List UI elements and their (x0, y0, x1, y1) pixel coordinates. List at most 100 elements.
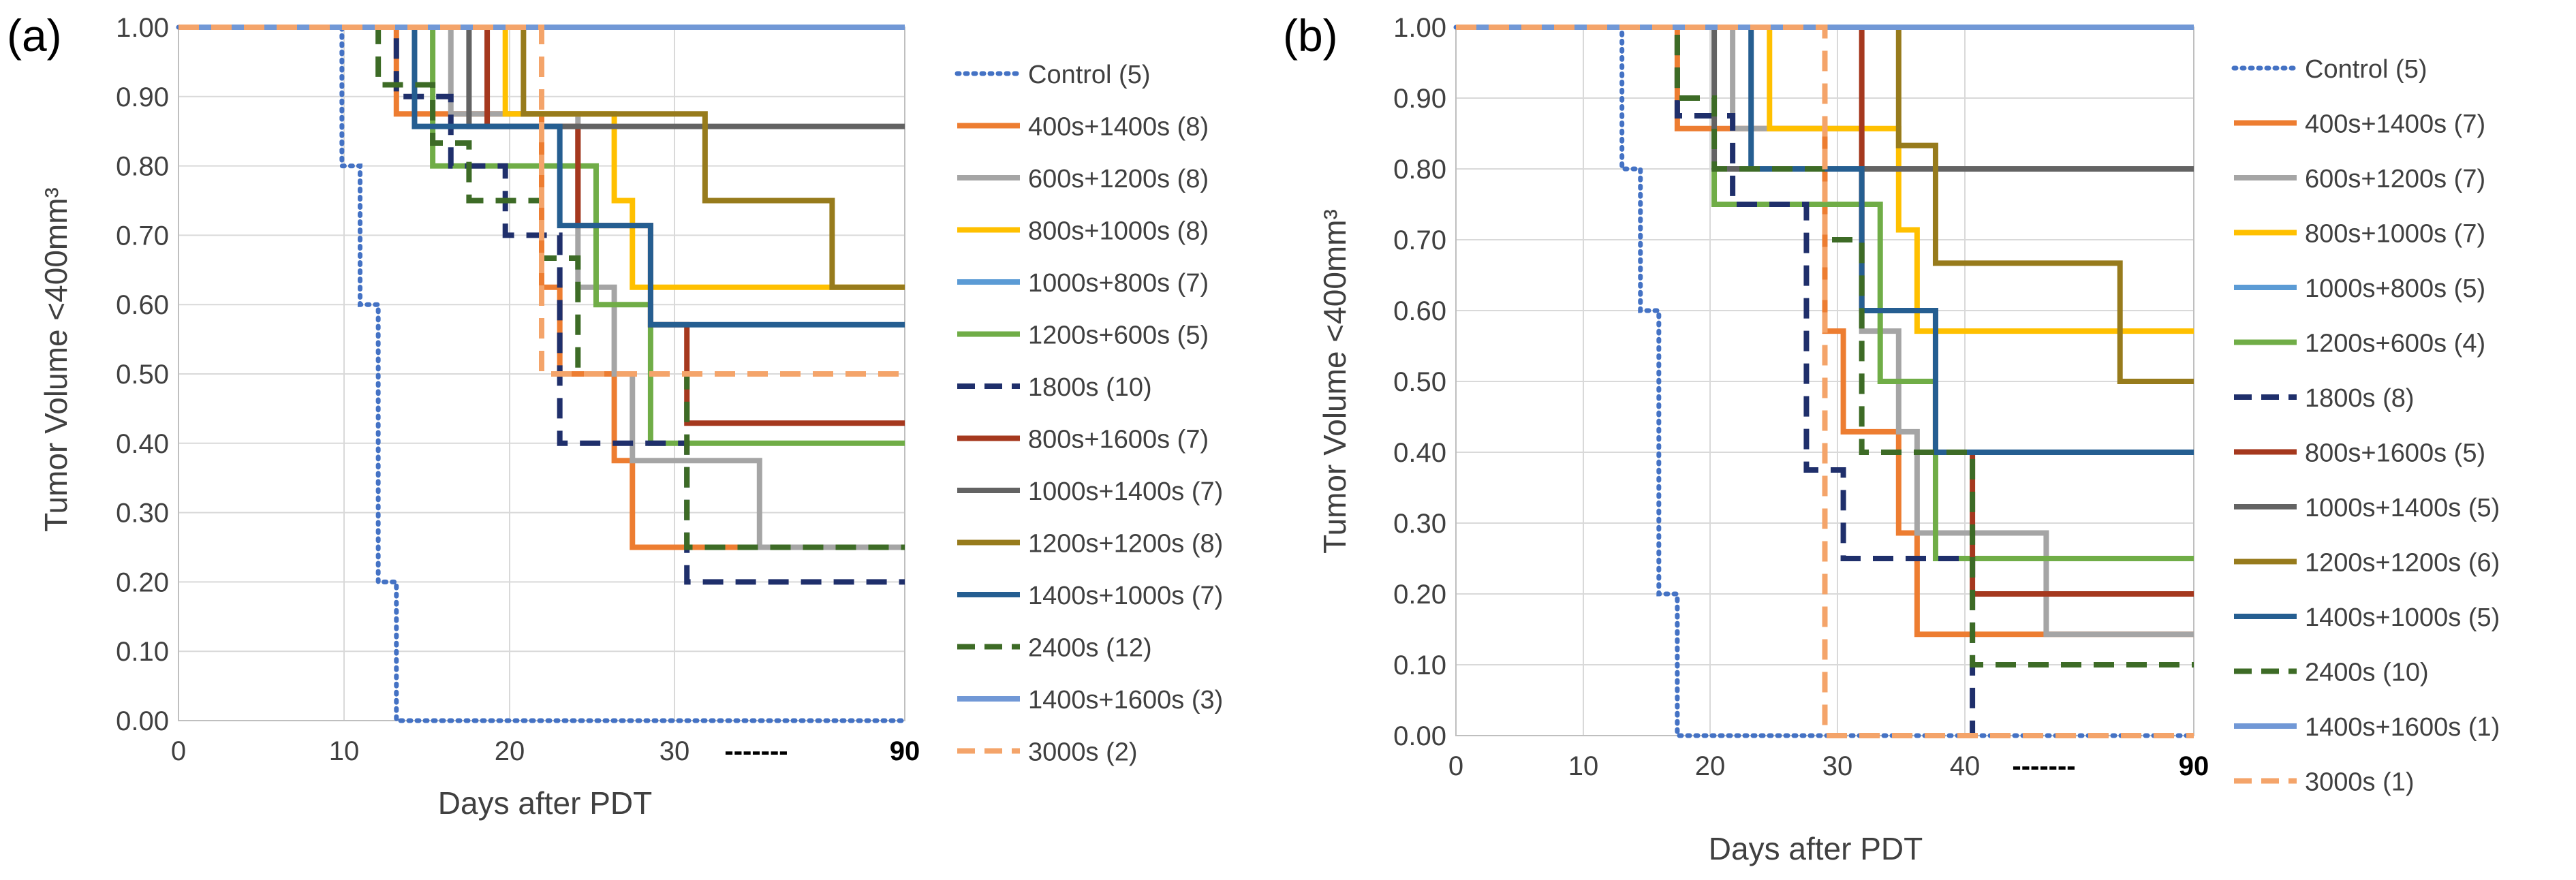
legend-item: 1800s (8) (2234, 384, 2415, 413)
legend-item: 2400s (12) (957, 634, 1152, 663)
legend-item: 800s+1600s (5) (2234, 439, 2485, 468)
panel-a-chart: (a) Tumor Volume <400mm³ Days after PDT … (7, 10, 1223, 821)
legend-item: 1200s+1200s (8) (957, 530, 1223, 559)
legend-label: 800s+1000s (8) (1028, 217, 1209, 246)
legend-item: 1200s+1200s (6) (2234, 549, 2500, 578)
legend-label: 3000s (1) (2305, 768, 2415, 797)
legend-label: 2400s (12) (1028, 634, 1152, 663)
legend-label: 1200s+600s (4) (2305, 330, 2485, 358)
y-axis-title-a: Tumor Volume <400mm³ (38, 187, 74, 532)
y-tick-label: 0.00 (1393, 721, 1446, 751)
series-line (1456, 25, 2194, 334)
legend-item: 600s+1200s (8) (957, 165, 1209, 193)
legend-label: 600s+1200s (8) (1028, 165, 1209, 193)
legend-item: 1800s (10) (957, 373, 1152, 402)
y-tick-label: 0.90 (1393, 84, 1446, 114)
series-line (1456, 25, 2194, 384)
y-axis-title-b: Tumor Volume <400mm³ (1317, 209, 1352, 554)
panel-label-a: (a) (7, 10, 62, 61)
legend-item: 800s+1000s (8) (957, 217, 1209, 246)
legend-label: Control (5) (1028, 61, 1151, 89)
legend-label: 400s+1400s (8) (1028, 113, 1209, 142)
x-tick-label: 30 (659, 736, 690, 766)
legend-label: Control (5) (2305, 55, 2427, 84)
axis-break-marker: ------- (2012, 751, 2075, 781)
legend-item: 1400s+1600s (1) (2234, 713, 2500, 742)
x-tick-label: 10 (329, 736, 360, 766)
legend-label: 1400s+1000s (5) (2305, 603, 2500, 632)
series-line (1456, 25, 2194, 455)
y-tick-label: 0.30 (1393, 509, 1446, 539)
x-tick-label: 0 (1448, 751, 1463, 781)
legend-label: 1000s+1400s (5) (2305, 494, 2500, 522)
x-tick-label: 90 (2179, 751, 2209, 781)
y-tick-label: 0.50 (116, 360, 169, 390)
y-tick-label: 0.40 (1393, 438, 1446, 468)
legend-item: 400s+1400s (7) (2234, 110, 2485, 139)
y-tick-label: 1.00 (1393, 13, 1446, 43)
series-line (179, 25, 905, 550)
series-line (179, 25, 905, 290)
legend-label: 1200s+1200s (6) (2305, 549, 2500, 578)
legend: Control (5) 400s+1400s (7) 600s+1200s (7) 8… (2231, 55, 2500, 797)
legend-label: 1000s+800s (7) (1028, 269, 1209, 298)
legend-item: 800s+1600s (7) (957, 426, 1209, 454)
legend-label: 3000s (2) (1028, 738, 1138, 767)
x-tick-label: 0 (171, 736, 186, 766)
x-tick-label: 40 (1950, 751, 1981, 781)
legend-item: 1400s+1000s (5) (2234, 603, 2500, 632)
legend-label: 1000s+1400s (7) (1028, 477, 1223, 506)
y-tick-label: 0.00 (116, 706, 169, 736)
legend: Control (5) 400s+1400s (8) 600s+1200s (8) 8… (955, 61, 1223, 767)
legend-label: 400s+1400s (7) (2305, 110, 2485, 139)
legend-item: 1400s+1000s (7) (957, 582, 1223, 610)
y-tick-label: 0.20 (1393, 580, 1446, 610)
series-line (179, 25, 905, 290)
legend-item: 600s+1200s (7) (2234, 165, 2485, 193)
y-tick-label: 0.20 (116, 567, 169, 597)
series-line (179, 25, 905, 446)
x-tick-label: 90 (890, 736, 920, 766)
y-tick-label: 0.60 (116, 290, 169, 320)
y-tick-label: 0.60 (1393, 296, 1446, 326)
legend-label: 800s+1600s (5) (2305, 439, 2485, 468)
legend-label: 1800s (10) (1028, 373, 1152, 402)
legend-item: 3000s (1) (2234, 768, 2415, 797)
series-line (1456, 25, 2194, 738)
legend-item: 1000s+800s (5) (2234, 274, 2485, 303)
x-tick-label: 10 (1568, 751, 1599, 781)
legend-item: 1000s+1400s (5) (2234, 494, 2500, 522)
y-tick-label: 0.70 (116, 221, 169, 251)
legend-label: 800s+1000s (7) (2305, 220, 2485, 249)
y-tick-label: 0.50 (1393, 367, 1446, 397)
legend-label: 1800s (8) (2305, 384, 2415, 413)
legend-item: 1400s+1600s (3) (957, 686, 1223, 714)
x-axis-title-b: Days after PDT (1709, 831, 1923, 866)
series-line (1456, 25, 2194, 667)
legend-label: 1000s+800s (5) (2305, 274, 2485, 303)
panel-b-chart: (b) Tumor Volume <400mm³ Days after PDT … (1283, 10, 2500, 866)
y-tick-label: 1.00 (116, 13, 169, 43)
legend-label: 800s+1600s (7) (1028, 426, 1209, 454)
series-line (179, 25, 905, 377)
y-tick-label: 0.80 (116, 152, 169, 182)
legend-item: Control (5) (2231, 55, 2427, 84)
legend-label: 1400s+1600s (1) (2305, 713, 2500, 742)
legend-item: Control (5) (955, 61, 1151, 89)
series-line (176, 25, 907, 723)
y-tick-label: 0.90 (116, 82, 169, 112)
y-tick-label: 0.70 (1393, 225, 1446, 255)
axis-break-marker: ------- (724, 736, 788, 766)
legend-item: 400s+1400s (8) (957, 113, 1209, 142)
series-line (1456, 25, 2194, 738)
legend-label: 1400s+1600s (3) (1028, 686, 1223, 714)
series-line (1453, 25, 2197, 738)
legend-item: 1200s+600s (4) (2234, 330, 2485, 358)
y-tick-label: 0.80 (1393, 155, 1446, 185)
x-tick-label: 20 (1695, 751, 1726, 781)
legend-item: 2400s (10) (2234, 659, 2429, 687)
series-line (179, 25, 905, 328)
panel-label-b: (b) (1283, 10, 1338, 61)
legend-item: 1200s+600s (5) (957, 321, 1209, 350)
